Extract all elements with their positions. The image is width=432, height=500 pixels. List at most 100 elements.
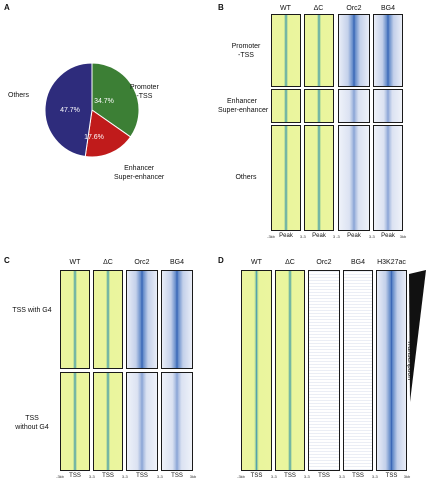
heatmap-c-bg4-g4	[161, 270, 193, 369]
pie-value-others: 47.7%	[60, 107, 80, 114]
transcription-label: Transcription	[406, 340, 413, 381]
col-header-c-dc: ΔC	[103, 259, 113, 266]
pie-label-promoter-line2: -TSS	[136, 93, 153, 100]
x-axis-tick-label: 3	[332, 234, 336, 239]
x-axis-center-label: TSS	[352, 473, 364, 479]
heatmap-c-orc2-g4	[126, 270, 158, 369]
col-header-wt: WT	[280, 5, 291, 12]
group-label-b-enhancer: Enhancer Super-enhancer	[218, 97, 269, 115]
x-axis-tick-label: -3	[336, 234, 340, 239]
heatmap-b-dc-enhancer	[304, 89, 334, 123]
x-axis-center-label: Peak	[312, 233, 326, 239]
x-axis-tick-label: 3kb	[189, 474, 197, 479]
x-axis-tick-label: -3	[306, 474, 310, 479]
x-ticks-c: -3kb TSS 3 -3 TSS 3 -3 TSS 3 -3 TSS 3kb	[0, 473, 432, 481]
heatmap-b-bg4-enhancer	[373, 89, 403, 123]
heatmap-c-dc-g4	[93, 270, 123, 369]
heatmap-b-bg4-promoter	[373, 14, 403, 87]
x-axis-tick-label: 3	[121, 474, 125, 479]
pie-label-enhancer-line1: Enhancer	[124, 165, 155, 172]
panel-label-a: A	[4, 3, 10, 12]
pie-label-others: Others	[8, 92, 30, 99]
col-header-c-bg4: BG4	[169, 259, 184, 266]
heatmap-b-orc2-enhancer	[338, 89, 370, 123]
x-axis-center-label: TSS	[318, 473, 330, 479]
x-axis-center-label: Peak	[347, 233, 361, 239]
col-header-d-h3k27ac: H3K27ac	[377, 259, 406, 266]
col-header-d-bg4: BG4	[350, 259, 365, 266]
group-label-c-without-g4-line2: without G4	[15, 424, 49, 431]
heatmap-b-wt-promoter	[271, 14, 301, 87]
x-axis-tick-label: -3kb	[237, 474, 245, 479]
heatmap-c-wt-g4	[60, 270, 90, 369]
x-axis-center-label: Peak	[381, 233, 395, 239]
pie-label-enhancer: Enhancer Super-enhancer	[114, 164, 164, 182]
pie-chart: 34.7% 17.6% 47.7%	[44, 62, 140, 158]
group-label-b-promoter-line2: -TSS	[238, 52, 254, 59]
x-axis-center-label: TSS	[171, 473, 183, 479]
x-axis-tick-label: 3	[299, 234, 303, 239]
col-header-d-orc2: Orc2	[316, 259, 332, 266]
group-label-b-enhancer-line1: Enhancer	[227, 98, 257, 105]
x-axis-tick-label: 3	[338, 474, 342, 479]
x-axis-tick-label: -3	[341, 474, 345, 479]
x-axis-tick-label: 3	[303, 474, 307, 479]
x-axis-tick-label: -3	[273, 474, 277, 479]
x-axis-tick-label: -3	[302, 234, 306, 239]
col-header-bg4: BG4	[380, 5, 395, 12]
x-axis-tick-label: 3kb	[399, 234, 407, 239]
x-axis-center-label: TSS	[250, 473, 263, 479]
x-axis-tick-label: -3	[159, 474, 163, 479]
heatmap-b-bg4-others	[373, 125, 403, 231]
x-axis-center-label: TSS	[102, 473, 114, 479]
x-ticks-d: -3kb TSS 3 -3 TSS 3 -3 TSS 3 -3 TSS 3 -3 TSS 3kb	[0, 473, 432, 481]
x-axis-tick-label: -3	[124, 474, 128, 479]
heatmap-d-h3k27ac	[376, 270, 407, 471]
transcription-wedge	[409, 270, 426, 402]
x-axis-tick-label: -3	[374, 474, 378, 479]
x-axis-tick-label: 3	[88, 474, 92, 479]
x-axis-tick-label: 3	[371, 474, 375, 479]
x-axis-center-label: TSS	[385, 473, 398, 479]
x-axis-tick-label: -3kb	[56, 474, 64, 479]
col-header-dc: ΔC	[313, 5, 324, 12]
panel-label-b: B	[218, 3, 224, 12]
col-header-c-wt: WT	[69, 259, 81, 266]
x-axis-tick-label: 3	[368, 234, 372, 239]
x-axis-center-label: Peak	[279, 233, 293, 239]
pie-slice-others	[44, 62, 93, 158]
group-label-c-without-g4-line1: TSS	[25, 415, 39, 422]
heatmap-d-bg4	[343, 270, 373, 471]
heatmap-b-wt-enhancer	[271, 89, 301, 123]
heatmap-b-orc2-others	[338, 125, 370, 231]
group-label-b-others: Others	[226, 173, 266, 182]
col-header-d-dc: ΔC	[285, 259, 295, 266]
x-axis-tick-label: 3	[156, 474, 160, 479]
heatmap-b-wt-others	[271, 125, 301, 231]
group-label-c-with-g4-line1: TSS with G4	[12, 307, 52, 314]
x-axis-center-label: TSS	[136, 473, 148, 479]
pie-label-promoter-line1: Promoter	[130, 84, 159, 91]
pie-slice-enhancer	[84, 109, 132, 158]
heatmap-c-bg4-nog4	[161, 372, 193, 471]
group-label-b-enhancer-line2: Super-enhancer	[218, 107, 269, 114]
group-label-c-with-g4: TSS with G4	[6, 306, 58, 315]
heatmap-b-dc-promoter	[304, 14, 334, 87]
heatmap-b-orc2-promoter	[338, 14, 370, 87]
pie-value-promoter: 34.7%	[94, 98, 114, 105]
pie-slice-promoter	[91, 62, 140, 138]
col-header-d-wt: WT	[251, 259, 262, 266]
heatmap-d-orc2	[308, 270, 340, 471]
heatmap-d-wt	[241, 270, 272, 471]
group-label-b-promoter-line1: Promoter	[231, 43, 261, 50]
col-header-orc2: Orc2	[346, 5, 362, 12]
heatmap-b-dc-others	[304, 125, 334, 231]
heatmap-c-dc-nog4	[93, 372, 123, 471]
heatmap-c-orc2-nog4	[126, 372, 158, 471]
x-axis-center-label: TSS	[69, 473, 81, 479]
group-label-c-without-g4: TSS without G4	[6, 414, 58, 432]
heatmap-c-wt-nog4	[60, 372, 90, 471]
panel-label-d: D	[218, 256, 224, 265]
pie-value-enhancer: 17.6%	[84, 134, 104, 141]
x-axis-center-label: TSS	[284, 473, 296, 479]
